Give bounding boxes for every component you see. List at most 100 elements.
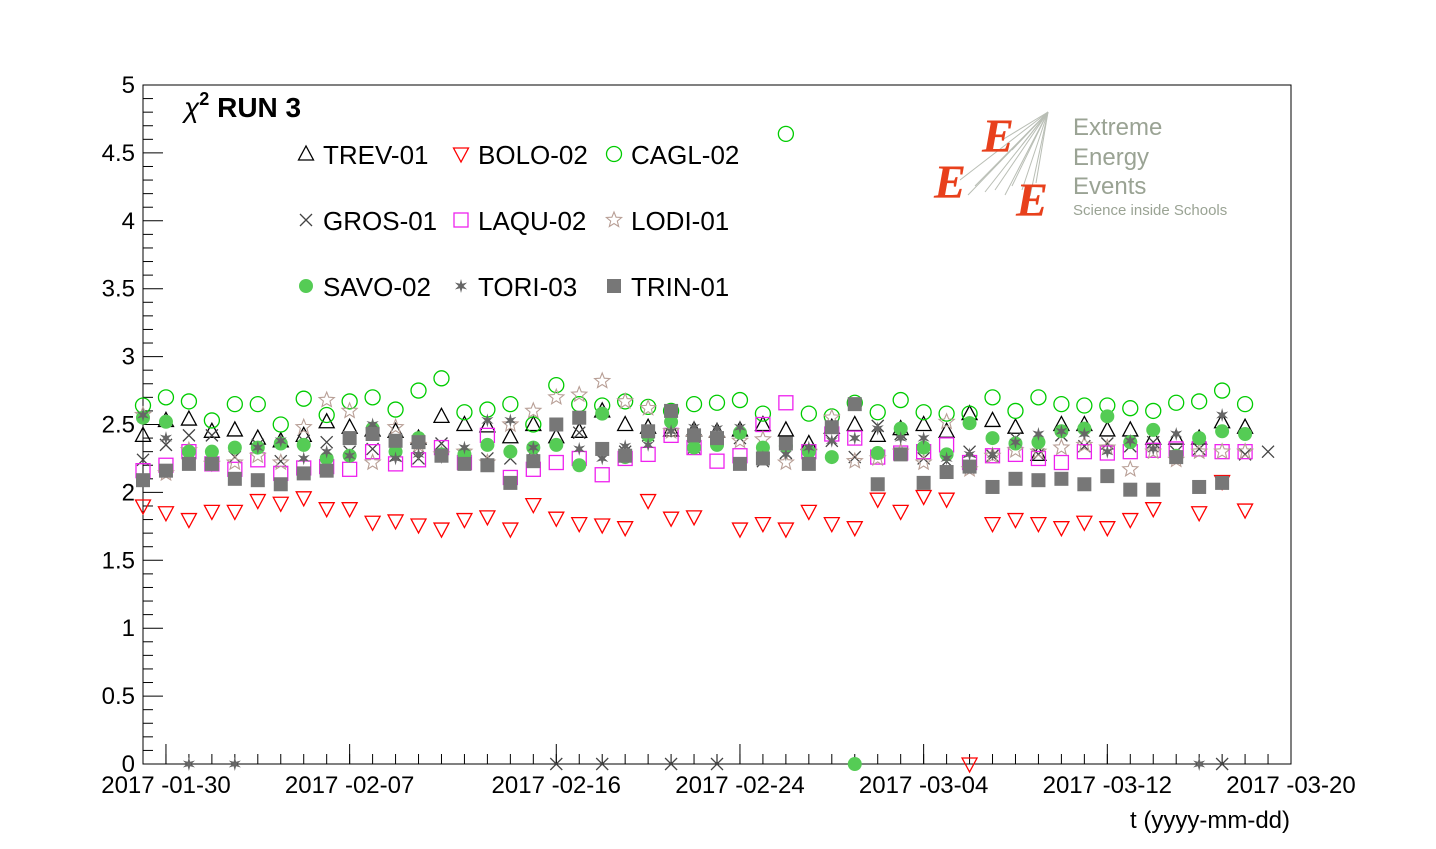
data-point xyxy=(1192,442,1206,456)
data-point xyxy=(1192,479,1207,494)
data-point xyxy=(639,398,658,416)
data-point xyxy=(917,431,930,446)
legend-marker xyxy=(452,147,470,164)
data-point xyxy=(180,512,198,529)
x-tick-label: 2017 -03-20 xyxy=(1226,772,1355,799)
data-point xyxy=(548,454,564,471)
data-point xyxy=(342,431,357,446)
chart-title: χ2 RUN 3 xyxy=(181,89,301,123)
data-point xyxy=(318,502,336,519)
data-point xyxy=(755,440,770,455)
data-point xyxy=(1238,427,1253,442)
legend-label: CAGL-02 xyxy=(631,140,739,170)
data-point xyxy=(916,475,931,490)
y-tick-label: 3 xyxy=(122,344,135,371)
data-point xyxy=(1215,475,1230,490)
y-tick-label: 4.5 xyxy=(102,140,135,167)
data-point xyxy=(526,454,541,469)
data-point xyxy=(411,435,426,450)
eee-logo: E E E Extreme Energy Events Science insi… xyxy=(933,110,1227,227)
data-point xyxy=(938,405,955,422)
data-point xyxy=(432,522,451,539)
data-point xyxy=(962,459,977,474)
data-point xyxy=(136,473,150,488)
data-point xyxy=(1078,427,1091,441)
data-point xyxy=(892,504,910,521)
data-point xyxy=(180,409,198,426)
data-point xyxy=(387,401,404,418)
data-point xyxy=(593,371,612,389)
data-point xyxy=(504,413,517,428)
data-point xyxy=(869,492,887,509)
data-point xyxy=(754,405,772,422)
legend-label: TORI-03 xyxy=(478,272,577,302)
data-point xyxy=(386,417,405,435)
data-point xyxy=(158,414,173,429)
data-point xyxy=(435,437,448,450)
data-point xyxy=(595,757,609,771)
data-point xyxy=(1145,402,1162,420)
data-point xyxy=(892,391,909,409)
data-point xyxy=(249,395,266,413)
data-point xyxy=(455,415,474,432)
data-point xyxy=(688,420,701,435)
data-point xyxy=(203,504,221,521)
data-point xyxy=(845,451,864,469)
data-point xyxy=(710,431,724,446)
data-point xyxy=(134,425,152,443)
data-point xyxy=(593,518,611,535)
data-point xyxy=(778,436,793,451)
y-tick-label: 2 xyxy=(122,479,135,506)
data-point xyxy=(409,518,428,535)
data-point xyxy=(664,414,679,429)
data-point xyxy=(320,435,334,449)
data-point xyxy=(272,496,290,513)
y-tick-label: 1.5 xyxy=(102,547,135,574)
data-point xyxy=(433,370,450,387)
data-point xyxy=(341,393,358,410)
data-point xyxy=(915,489,933,506)
data-point xyxy=(1077,477,1092,492)
axes: 0 0.5 1 1.5 2 2.5 3 3.5 4 4.5 5 2017 -01-30 2017 -02… xyxy=(101,72,1355,799)
data-point xyxy=(1215,757,1229,771)
data-point xyxy=(893,421,908,436)
data-point xyxy=(226,504,244,521)
data-point xyxy=(1190,442,1209,460)
x-tick-label: 2017 -02-16 xyxy=(492,772,621,799)
data-point xyxy=(869,404,886,421)
data-point xyxy=(389,451,402,466)
data-point xyxy=(960,757,979,774)
data-point xyxy=(665,424,678,439)
data-point xyxy=(272,416,289,433)
data-point xyxy=(915,415,933,432)
data-point xyxy=(710,757,724,771)
logo-rays xyxy=(959,111,1049,197)
data-point xyxy=(320,444,333,459)
data-point xyxy=(985,479,1000,494)
data-point xyxy=(158,463,173,478)
data-point xyxy=(939,465,954,480)
data-point xyxy=(228,757,241,771)
data-point xyxy=(570,421,588,438)
title-chi-symbol: χ xyxy=(181,92,200,123)
data-point xyxy=(432,406,451,424)
data-point xyxy=(916,440,931,455)
data-point xyxy=(847,397,862,412)
data-point xyxy=(1236,442,1255,460)
data-point xyxy=(1122,400,1139,417)
data-point xyxy=(1213,442,1232,460)
data-point xyxy=(502,395,519,413)
data-point xyxy=(181,444,196,459)
legend-label: LODI-01 xyxy=(631,206,729,236)
data-point xyxy=(503,444,518,459)
data-point xyxy=(824,420,839,435)
data-point xyxy=(1215,424,1230,439)
data-point xyxy=(271,453,290,471)
data-point xyxy=(319,463,334,478)
data-point xyxy=(1029,442,1048,460)
data-point xyxy=(1076,397,1093,414)
data-point xyxy=(1030,450,1047,467)
data-point xyxy=(777,522,795,539)
data-point xyxy=(455,512,474,529)
